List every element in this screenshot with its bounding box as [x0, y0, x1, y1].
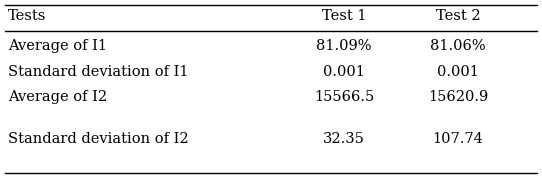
Text: Test 1: Test 1: [322, 9, 366, 23]
Text: 15566.5: 15566.5: [314, 90, 375, 104]
Text: 107.74: 107.74: [433, 132, 483, 146]
Text: Standard deviation of I2: Standard deviation of I2: [8, 132, 189, 146]
Text: 81.06%: 81.06%: [430, 39, 486, 53]
Text: Standard deviation of I1: Standard deviation of I1: [8, 65, 189, 79]
Text: 32.35: 32.35: [323, 132, 365, 146]
Text: Average of I1: Average of I1: [8, 39, 107, 53]
Text: 0.001: 0.001: [437, 65, 479, 79]
Text: 0.001: 0.001: [323, 65, 365, 79]
Text: Test 2: Test 2: [436, 9, 480, 23]
Text: 15620.9: 15620.9: [428, 90, 488, 104]
Text: Average of I2: Average of I2: [8, 90, 107, 104]
Text: 81.09%: 81.09%: [317, 39, 372, 53]
Text: Tests: Tests: [8, 9, 47, 23]
